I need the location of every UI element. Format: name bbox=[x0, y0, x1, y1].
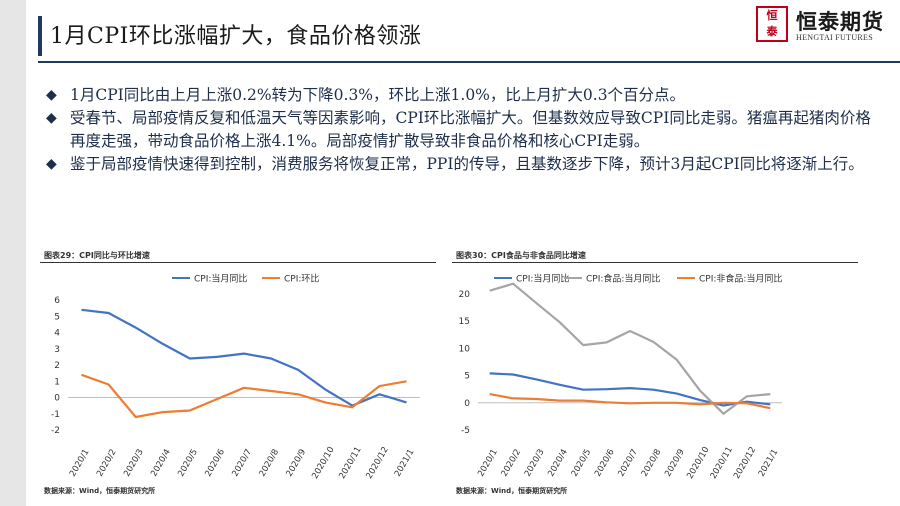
x-tick-label: 2020/10 bbox=[310, 445, 336, 481]
x-tick-label: 2020/9 bbox=[285, 448, 309, 479]
legend-label: CPI:当月同比 bbox=[516, 273, 569, 285]
y-tick-label: 2 bbox=[54, 361, 60, 371]
y-tick-label: 20 bbox=[459, 290, 471, 300]
chart-title: 图表30：CPI食品与非食品同比增速 bbox=[456, 251, 586, 260]
y-tick-label: 6 bbox=[54, 296, 60, 306]
chart-cpi-food-nonfood: 图表30：CPI食品与非食品同比增速 CPI:当月同比 CPI:食品:当月同比 CP… bbox=[452, 250, 862, 500]
y-tick-label: 1 bbox=[54, 377, 60, 387]
page-title: 1月CPI环比涨幅扩大，食品价格领涨 bbox=[50, 24, 422, 49]
series-line bbox=[489, 393, 771, 410]
x-tick-label: 2020/11 bbox=[337, 445, 363, 481]
x-tick-label: 2020/3 bbox=[523, 448, 547, 479]
x-tick-label: 2020/8 bbox=[258, 448, 282, 479]
diamond-bullet-icon: ◆ bbox=[46, 110, 57, 126]
x-tick-label: 2020/5 bbox=[176, 448, 200, 479]
legend-label: CPI:环比 bbox=[284, 273, 319, 285]
y-tick-label: 0 bbox=[54, 394, 60, 404]
bullet-item: ◆ 鉴于局部疫情快速得到控制，消费服务将恢复正常，PPI的传导，且基数逐步下降，… bbox=[46, 153, 886, 176]
chart-cpi-yoy-mom: 图表29：CPI同比与环比增速 CPI:当月同比 CPI:环比 -2 -1 0 1 2 3 4 5… bbox=[40, 250, 440, 500]
x-tick-label: 2020/4 bbox=[149, 448, 173, 479]
y-tick-label: 3 bbox=[54, 345, 60, 355]
bullet-item: ◆ 1月CPI同比由上月上涨0.2%转为下降0.3%，环比上涨1.0%，比上月扩… bbox=[46, 84, 886, 107]
y-tick-label: 0 bbox=[464, 399, 470, 409]
legend-label: CPI:食品:当月同比 bbox=[586, 273, 660, 285]
y-tick-label: 15 bbox=[459, 317, 470, 327]
x-tick-label: 2020/12 bbox=[732, 445, 758, 481]
chart-svg: CPI:当月同比 CPI:食品:当月同比 CPI:非食品:当月同比 -5 0 5 10 15 2… bbox=[459, 273, 783, 481]
y-tick-label: 10 bbox=[459, 344, 471, 354]
x-tick-label: 2020/10 bbox=[685, 445, 711, 481]
bullet-list: ◆ 1月CPI同比由上月上涨0.2%转为下降0.3%，环比上涨1.0%，比上月扩… bbox=[46, 84, 886, 176]
title-divider bbox=[38, 61, 900, 63]
title-accent-line bbox=[38, 16, 42, 56]
chart-title-rule bbox=[40, 262, 436, 263]
series-line bbox=[489, 282, 771, 415]
x-tick-label: 2020/7 bbox=[230, 448, 254, 479]
chart-title: 图表29：CPI同比与环比增速 bbox=[44, 251, 150, 260]
x-tick-label: 2020/6 bbox=[593, 448, 617, 479]
x-tick-label: 2020/11 bbox=[709, 445, 735, 481]
chart-title-rule bbox=[452, 262, 858, 263]
y-tick-label: -1 bbox=[51, 410, 60, 420]
company-logo: 恒泰 恒泰期货 HENGTAI FUTURES bbox=[756, 6, 896, 46]
x-tick-label: 2020/1 bbox=[68, 448, 92, 479]
x-tick-label: 2020/1 bbox=[476, 448, 500, 479]
x-tick-label: 2020/9 bbox=[663, 448, 687, 479]
x-tick-label: 2020/8 bbox=[640, 448, 664, 479]
y-tick-label: -5 bbox=[461, 426, 470, 436]
bullet-text: 鉴于局部疫情快速得到控制，消费服务将恢复正常，PPI的传导，且基数逐步下降，预计… bbox=[70, 155, 864, 173]
chart-source: 数据来源：Wind，恒泰期货研究所 bbox=[44, 487, 156, 495]
bullet-item: ◆ 受春节、局部疫情反复和低温天气等因素影响，CPI环比涨幅扩大。但基数效应导致… bbox=[46, 107, 886, 153]
logo-name-cn: 恒泰期货 bbox=[796, 10, 884, 34]
x-tick-label: 2020/7 bbox=[616, 448, 640, 479]
series-line bbox=[489, 372, 771, 407]
bullet-text: 受春节、局部疫情反复和低温天气等因素影响，CPI环比涨幅扩大。但基数效应导致CP… bbox=[70, 109, 871, 150]
x-tick-label: 2020/12 bbox=[364, 445, 390, 481]
legend-label: CPI:当月同比 bbox=[194, 273, 247, 285]
x-tick-label: 2020/6 bbox=[203, 448, 227, 479]
bullet-text: 1月CPI同比由上月上涨0.2%转为下降0.3%，环比上涨1.0%，比上月扩大0… bbox=[70, 86, 686, 104]
y-tick-label: 5 bbox=[54, 312, 60, 322]
diamond-bullet-icon: ◆ bbox=[46, 87, 57, 103]
y-tick-label: 4 bbox=[54, 329, 60, 339]
left-accent-bar bbox=[0, 0, 26, 506]
y-tick-label: 5 bbox=[464, 372, 470, 382]
legend-label: CPI:非食品:当月同比 bbox=[699, 273, 782, 285]
x-tick-label: 2021/1 bbox=[757, 448, 781, 479]
y-tick-label: -2 bbox=[51, 426, 60, 436]
series-line bbox=[81, 373, 407, 419]
logo-mark-icon: 恒泰 bbox=[756, 6, 788, 42]
x-tick-label: 2021/1 bbox=[393, 448, 417, 479]
x-tick-label: 2020/5 bbox=[570, 448, 594, 479]
x-tick-label: 2020/2 bbox=[95, 448, 119, 479]
chart-source: 数据来源：Wind，恒泰期货研究所 bbox=[456, 487, 568, 495]
x-tick-label: 2020/4 bbox=[546, 448, 570, 479]
series-line bbox=[81, 308, 407, 407]
diamond-bullet-icon: ◆ bbox=[46, 156, 57, 172]
x-tick-label: 2020/3 bbox=[122, 448, 146, 479]
logo-name-en: HENGTAI FUTURES bbox=[796, 33, 873, 42]
x-tick-label: 2020/2 bbox=[500, 448, 524, 479]
